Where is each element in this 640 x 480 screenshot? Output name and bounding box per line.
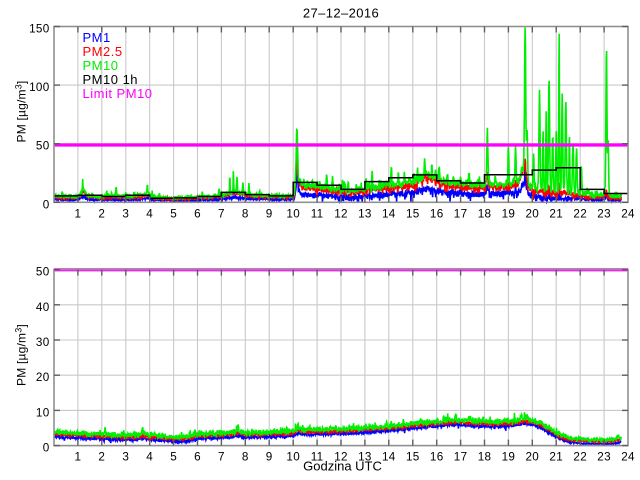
svg-text:6: 6 (194, 207, 201, 220)
svg-text:PM [µg/m3]: PM [µg/m3] (14, 81, 29, 143)
svg-text:150: 150 (29, 23, 50, 36)
svg-text:8: 8 (242, 207, 249, 220)
svg-text:24: 24 (621, 451, 635, 464)
svg-text:18: 18 (478, 207, 492, 220)
svg-text:21: 21 (549, 451, 563, 464)
svg-text:PM1: PM1 (83, 30, 111, 45)
svg-text:22: 22 (573, 207, 587, 220)
svg-text:17: 17 (454, 451, 468, 464)
svg-text:10: 10 (286, 207, 300, 220)
svg-text:20: 20 (36, 371, 50, 384)
svg-text:9: 9 (266, 207, 273, 220)
svg-text:18: 18 (478, 451, 492, 464)
svg-text:27–12–2016: 27–12–2016 (303, 6, 379, 21)
svg-text:4: 4 (146, 207, 153, 220)
svg-text:Limit PM10: Limit PM10 (83, 86, 153, 101)
svg-text:7: 7 (218, 451, 225, 464)
svg-text:15: 15 (406, 451, 420, 464)
svg-text:20: 20 (525, 207, 539, 220)
svg-text:8: 8 (242, 451, 249, 464)
svg-text:24: 24 (621, 207, 635, 220)
svg-text:7: 7 (218, 207, 225, 220)
svg-text:1: 1 (74, 207, 81, 220)
svg-text:0: 0 (43, 198, 50, 211)
svg-text:11: 11 (311, 207, 324, 220)
svg-text:12: 12 (334, 451, 348, 464)
svg-text:50: 50 (36, 266, 50, 279)
svg-text:13: 13 (358, 451, 372, 464)
svg-text:14: 14 (382, 207, 396, 220)
svg-text:PM [µg/m3]: PM [µg/m3] (14, 324, 29, 386)
svg-text:17: 17 (454, 207, 468, 220)
svg-text:3: 3 (122, 451, 129, 464)
svg-text:5: 5 (170, 451, 177, 464)
svg-text:5: 5 (170, 207, 177, 220)
svg-text:12: 12 (334, 207, 348, 220)
svg-text:22: 22 (573, 451, 587, 464)
svg-text:15: 15 (406, 207, 420, 220)
svg-text:40: 40 (36, 301, 50, 314)
svg-text:20: 20 (525, 451, 539, 464)
svg-text:19: 19 (502, 207, 516, 220)
svg-text:10: 10 (36, 406, 50, 419)
svg-text:PM10 1h: PM10 1h (83, 72, 139, 87)
svg-text:16: 16 (430, 207, 444, 220)
svg-text:4: 4 (146, 451, 153, 464)
svg-text:PM10: PM10 (83, 58, 119, 73)
svg-text:21: 21 (549, 207, 563, 220)
svg-text:50: 50 (36, 140, 50, 153)
svg-text:1: 1 (74, 451, 81, 464)
svg-text:Godzina UTC: Godzina UTC (303, 459, 382, 474)
svg-text:13: 13 (358, 207, 372, 220)
svg-text:19: 19 (502, 451, 516, 464)
svg-text:PM2.5: PM2.5 (83, 44, 123, 59)
svg-text:2: 2 (98, 451, 105, 464)
svg-text:2: 2 (98, 207, 105, 220)
svg-text:23: 23 (597, 207, 611, 220)
svg-text:30: 30 (36, 336, 50, 349)
svg-text:0: 0 (43, 442, 50, 455)
svg-text:100: 100 (29, 81, 50, 94)
svg-text:14: 14 (382, 451, 396, 464)
svg-text:6: 6 (194, 451, 201, 464)
svg-text:16: 16 (430, 451, 444, 464)
svg-text:23: 23 (597, 451, 611, 464)
svg-text:3: 3 (122, 207, 129, 220)
svg-text:11: 11 (311, 451, 324, 464)
svg-text:9: 9 (266, 451, 273, 464)
svg-text:10: 10 (286, 451, 300, 464)
